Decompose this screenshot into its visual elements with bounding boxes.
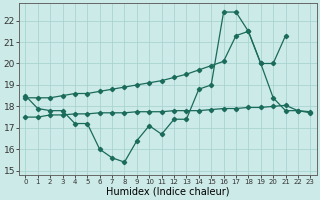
X-axis label: Humidex (Indice chaleur): Humidex (Indice chaleur) [106,187,229,197]
